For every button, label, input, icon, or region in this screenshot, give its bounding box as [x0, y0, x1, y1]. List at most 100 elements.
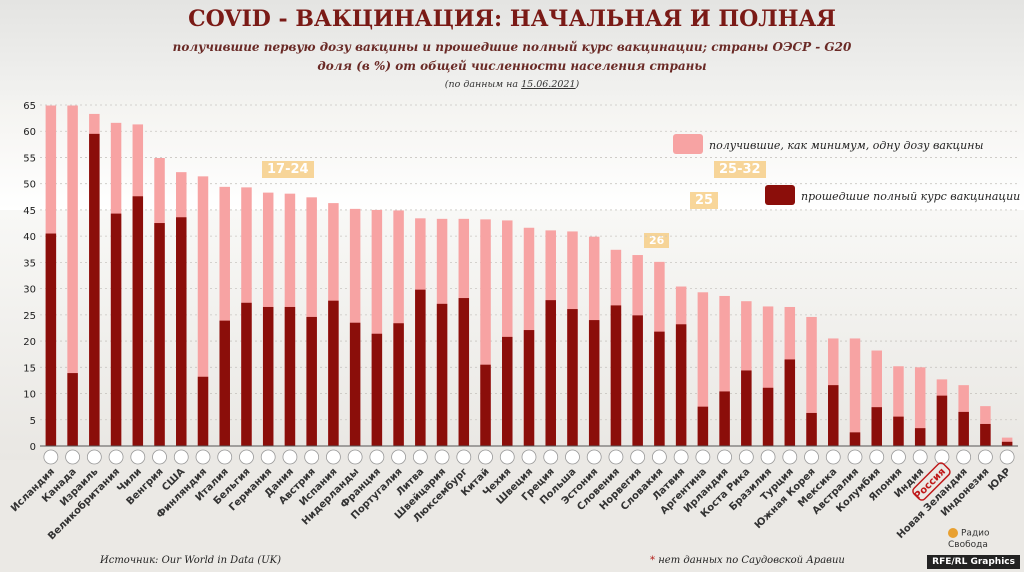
- bar-full-course: [914, 428, 926, 446]
- bar-first-dose: [762, 306, 774, 446]
- bar-full-course: [132, 196, 144, 446]
- background-tag: 26: [644, 233, 670, 248]
- country-flag-icon: [391, 449, 407, 465]
- country-flag-icon: [195, 449, 211, 465]
- bar-full-course: [588, 320, 600, 446]
- country-flag-icon: [173, 449, 189, 465]
- country-flag-icon: [456, 449, 472, 465]
- footnote: * нет данных по Саудовской Аравии: [650, 555, 845, 566]
- country-flag-icon: [412, 449, 428, 465]
- bar-full-course: [784, 359, 796, 446]
- bar-full-course: [241, 302, 252, 446]
- country-flag-icon: [804, 449, 819, 465]
- country-flag-icon: [586, 449, 602, 465]
- y-tick-label: 25: [23, 311, 36, 322]
- bar-first-dose: [67, 105, 78, 447]
- bar-full-course: [284, 306, 296, 446]
- country-flag-icon: [956, 449, 972, 465]
- country-flag-icon: [673, 449, 689, 465]
- y-tick-label: 20: [23, 337, 36, 348]
- bar-full-course: [371, 333, 383, 446]
- country-flag-icon: [65, 449, 80, 465]
- bar-full-course: [110, 213, 122, 446]
- bar-full-course: [980, 423, 991, 446]
- bar-full-course: [89, 133, 100, 446]
- y-tick-label: 50: [23, 180, 36, 191]
- country-flag-icon: [130, 449, 146, 465]
- bar-full-course: [415, 289, 426, 446]
- y-tick-label: 30: [23, 285, 36, 296]
- country-flag-icon: [43, 449, 59, 465]
- source-note: Источник: Our World in Data (UK): [100, 555, 282, 566]
- country-flag-icon: [652, 449, 667, 465]
- x-tick-label: ЮАР: [987, 466, 1014, 493]
- bar-first-dose: [697, 292, 709, 446]
- country-flag-icon: [608, 449, 624, 465]
- bar-full-course: [502, 336, 513, 446]
- country-flag-icon: [325, 449, 341, 465]
- bar-full-course: [219, 320, 230, 446]
- bar-full-course: [828, 385, 839, 446]
- y-tick-label: 5: [30, 416, 36, 427]
- background-tag: 17-24: [262, 161, 314, 178]
- bar-full-course: [306, 316, 317, 446]
- bar-full-course: [262, 306, 274, 446]
- country-flag-icon: [347, 449, 363, 465]
- country-flag-icon: [978, 449, 993, 465]
- bar-full-course: [610, 305, 622, 446]
- bar-full-course: [806, 412, 817, 446]
- bar-first-dose: [719, 295, 730, 446]
- y-tick-label: 15: [23, 363, 36, 374]
- bar-full-course: [567, 309, 578, 446]
- legend-label-first-dose: получившие, как минимум, одну дозу вакци…: [709, 139, 984, 152]
- y-tick-label: 65: [23, 101, 36, 112]
- bar-first-dose: [914, 367, 926, 446]
- bar-full-course: [67, 373, 78, 446]
- bar-full-course: [958, 411, 969, 446]
- y-tick-label: 45: [23, 206, 36, 217]
- country-flag-icon: [934, 449, 950, 465]
- country-flag-icon: [543, 449, 559, 465]
- bar-full-course: [545, 300, 556, 446]
- country-flag-icon: [912, 449, 928, 465]
- country-flag-icon: [891, 449, 906, 465]
- bar-full-course: [393, 323, 404, 446]
- country-flag-icon: [847, 449, 863, 465]
- bar-full-course: [632, 315, 643, 446]
- country-flag-icon: [565, 449, 580, 465]
- y-tick-label: 40: [23, 232, 36, 243]
- chart-subtitle: получившие первую дозу вакцины и прошедш…: [172, 40, 852, 54]
- bar-first-dose: [480, 219, 491, 446]
- bar-full-course: [480, 364, 491, 446]
- bar-full-course: [762, 387, 774, 446]
- bar-full-course: [349, 322, 361, 446]
- legend-swatch-first-dose: [673, 134, 703, 154]
- bar-first-dose: [219, 186, 230, 446]
- y-tick-label: 60: [23, 127, 36, 138]
- bar-full-course: [849, 432, 861, 446]
- bar-first-dose: [893, 366, 904, 446]
- country-flag-icon: [108, 449, 124, 465]
- radio-logo: Радио Свобода: [948, 528, 990, 550]
- country-flag-icon: [260, 449, 276, 465]
- legend-label-full: прошедшие полный курс вакцинации: [801, 190, 1021, 203]
- country-flag-icon: [738, 449, 754, 465]
- legend-swatch-full: [765, 185, 795, 205]
- bar-first-dose: [871, 350, 882, 446]
- bar-full-course: [871, 407, 882, 446]
- country-flag-icon: [717, 449, 732, 465]
- bar-full-course: [154, 223, 165, 446]
- country-flag-icon: [304, 449, 320, 465]
- country-flag-icon: [782, 449, 798, 465]
- background-tag: 25-32: [714, 161, 766, 178]
- highlight-box: [912, 462, 951, 501]
- country-flag-icon: [499, 449, 515, 465]
- country-flag-icon: [521, 449, 537, 465]
- country-flag-icon: [217, 449, 233, 465]
- radio-logo-icon: [948, 528, 958, 538]
- country-flag-icon: [86, 449, 102, 465]
- country-flag-icon: [630, 449, 646, 465]
- y-tick-label: 0: [30, 442, 36, 453]
- country-flag-icon: [282, 449, 298, 465]
- bar-first-dose: [849, 338, 861, 446]
